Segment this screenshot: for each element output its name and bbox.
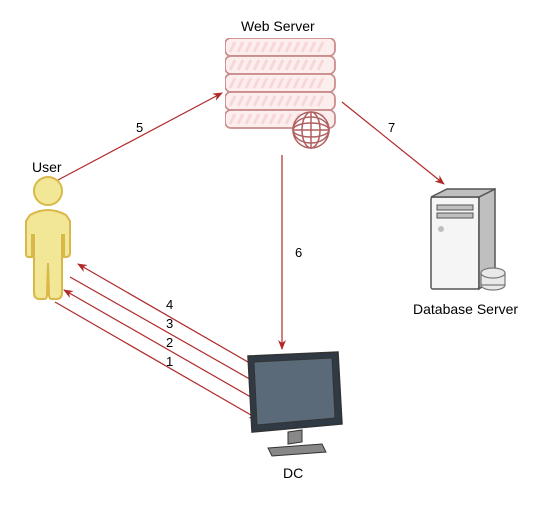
- edge-e5: [58, 93, 222, 180]
- web-server-label: Web Server: [241, 18, 315, 34]
- dc-node: [240, 350, 350, 465]
- edge-label-7: 7: [388, 120, 395, 135]
- edge-label-5: 5: [136, 120, 143, 135]
- edge-e1: [55, 302, 258, 419]
- user-label: User: [32, 159, 62, 175]
- edge-label-6: 6: [295, 245, 302, 260]
- user-node: [20, 175, 80, 310]
- database-server-label: Database Server: [413, 301, 518, 317]
- dc-label: DC: [283, 465, 303, 481]
- edge-e7: [342, 102, 444, 184]
- edge-e2: [64, 290, 263, 404]
- web-server-icon: [225, 38, 345, 158]
- edge-label-2: 2: [166, 335, 173, 350]
- web-server-node: [225, 38, 345, 163]
- edge-label-3: 3: [166, 316, 173, 331]
- user-icon: [20, 175, 80, 305]
- edge-label-4: 4: [166, 297, 173, 312]
- database-server-node: [425, 185, 515, 305]
- database-server-icon: [425, 185, 515, 300]
- diagram-canvas: User Web Server: [0, 0, 553, 513]
- edge-label-1: 1: [166, 354, 173, 369]
- monitor-icon: [240, 350, 350, 460]
